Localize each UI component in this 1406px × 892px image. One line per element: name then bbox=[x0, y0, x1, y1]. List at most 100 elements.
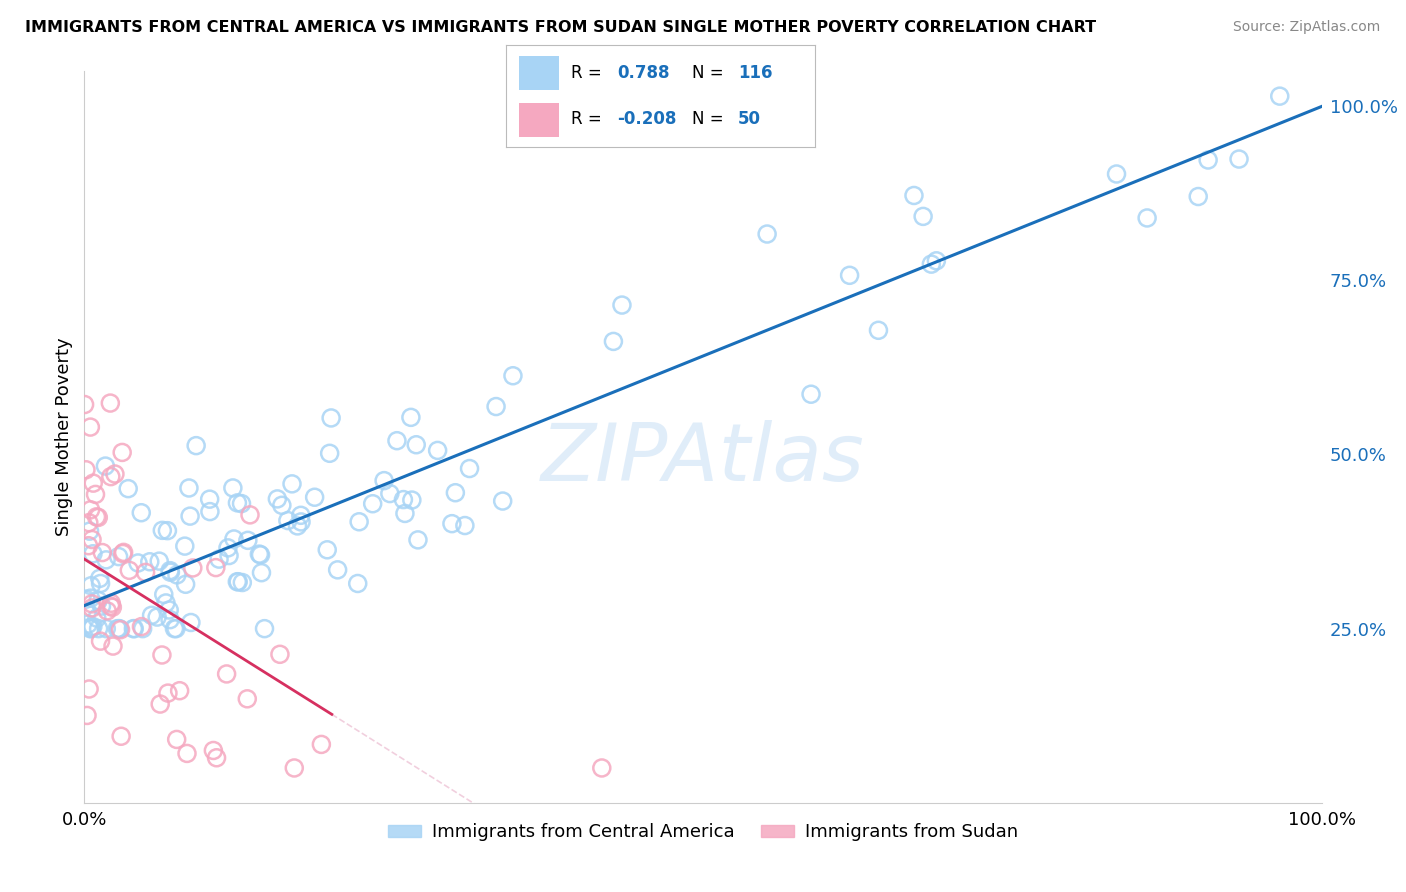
Point bbox=[239, 508, 262, 522]
Point bbox=[405, 438, 427, 452]
Point bbox=[118, 563, 141, 577]
Point bbox=[392, 492, 415, 507]
Point bbox=[150, 648, 173, 662]
Point bbox=[186, 439, 208, 453]
Point bbox=[122, 622, 145, 636]
Point bbox=[318, 446, 340, 460]
Point bbox=[1227, 152, 1250, 166]
Point bbox=[226, 574, 249, 589]
Point bbox=[76, 708, 98, 723]
Point bbox=[94, 553, 117, 567]
Point bbox=[165, 622, 187, 636]
Point bbox=[76, 604, 98, 618]
Point bbox=[84, 487, 107, 501]
Point bbox=[920, 257, 942, 271]
Point bbox=[346, 576, 368, 591]
Point bbox=[800, 387, 823, 401]
Point bbox=[180, 615, 202, 630]
Point bbox=[100, 596, 122, 610]
Point bbox=[202, 743, 225, 757]
Point bbox=[86, 611, 108, 625]
Point bbox=[868, 323, 890, 337]
Point bbox=[222, 481, 245, 495]
Point bbox=[181, 561, 204, 575]
Point bbox=[91, 545, 114, 559]
Point bbox=[80, 533, 103, 547]
Point bbox=[122, 622, 145, 636]
Point bbox=[912, 210, 935, 224]
Point bbox=[107, 549, 129, 564]
Point bbox=[98, 396, 121, 410]
Point bbox=[141, 608, 163, 623]
Point bbox=[87, 593, 110, 607]
Point bbox=[131, 622, 153, 636]
Point bbox=[311, 738, 333, 752]
Text: 116: 116 bbox=[738, 64, 773, 82]
Point bbox=[80, 579, 103, 593]
Point bbox=[231, 497, 253, 511]
Point bbox=[110, 623, 132, 637]
Point bbox=[485, 400, 508, 414]
Point bbox=[1187, 189, 1209, 203]
Point bbox=[75, 592, 97, 607]
Point bbox=[385, 434, 408, 448]
Point bbox=[231, 575, 253, 590]
Point bbox=[155, 596, 177, 610]
Point bbox=[131, 619, 153, 633]
Point bbox=[80, 622, 103, 636]
Point bbox=[159, 564, 181, 578]
Point bbox=[163, 622, 186, 636]
Point bbox=[1268, 89, 1291, 103]
Point bbox=[236, 533, 259, 548]
Point bbox=[77, 539, 100, 553]
Point bbox=[86, 509, 108, 524]
Point bbox=[150, 524, 173, 538]
Point bbox=[218, 549, 240, 563]
Point bbox=[117, 482, 139, 496]
Point bbox=[247, 547, 270, 561]
Point bbox=[152, 587, 174, 601]
Point bbox=[80, 597, 103, 611]
Point bbox=[287, 519, 309, 533]
Point bbox=[108, 622, 131, 636]
Y-axis label: Single Mother Poverty: Single Mother Poverty bbox=[55, 338, 73, 536]
Text: 50: 50 bbox=[738, 110, 761, 128]
Point bbox=[159, 566, 181, 580]
Point bbox=[179, 509, 201, 524]
Point bbox=[426, 443, 449, 458]
Point bbox=[304, 490, 326, 504]
Point bbox=[444, 485, 467, 500]
Point bbox=[250, 566, 273, 580]
Point bbox=[105, 622, 128, 636]
Point bbox=[1136, 211, 1159, 225]
Point bbox=[77, 681, 100, 696]
Point bbox=[440, 516, 463, 531]
Text: R =: R = bbox=[571, 64, 602, 82]
Point bbox=[157, 603, 180, 617]
Point bbox=[111, 445, 134, 459]
Point bbox=[253, 622, 276, 636]
Point bbox=[217, 541, 239, 555]
Point bbox=[925, 253, 948, 268]
Point bbox=[174, 577, 197, 591]
Point bbox=[838, 268, 860, 283]
Point bbox=[1197, 153, 1219, 167]
Point bbox=[77, 516, 100, 530]
Point bbox=[82, 547, 104, 561]
Point bbox=[208, 552, 231, 566]
Point bbox=[129, 506, 152, 520]
Point bbox=[135, 566, 157, 580]
Point bbox=[205, 751, 228, 765]
Bar bbox=[519, 103, 558, 137]
Point bbox=[77, 617, 100, 632]
Point bbox=[96, 604, 118, 618]
Point bbox=[79, 502, 101, 516]
Point bbox=[176, 747, 198, 761]
Point bbox=[277, 514, 299, 528]
Point bbox=[454, 518, 477, 533]
Point bbox=[205, 560, 228, 574]
Point bbox=[266, 491, 288, 506]
Point bbox=[146, 610, 169, 624]
Text: Source: ZipAtlas.com: Source: ZipAtlas.com bbox=[1233, 20, 1381, 34]
Point bbox=[610, 298, 633, 312]
